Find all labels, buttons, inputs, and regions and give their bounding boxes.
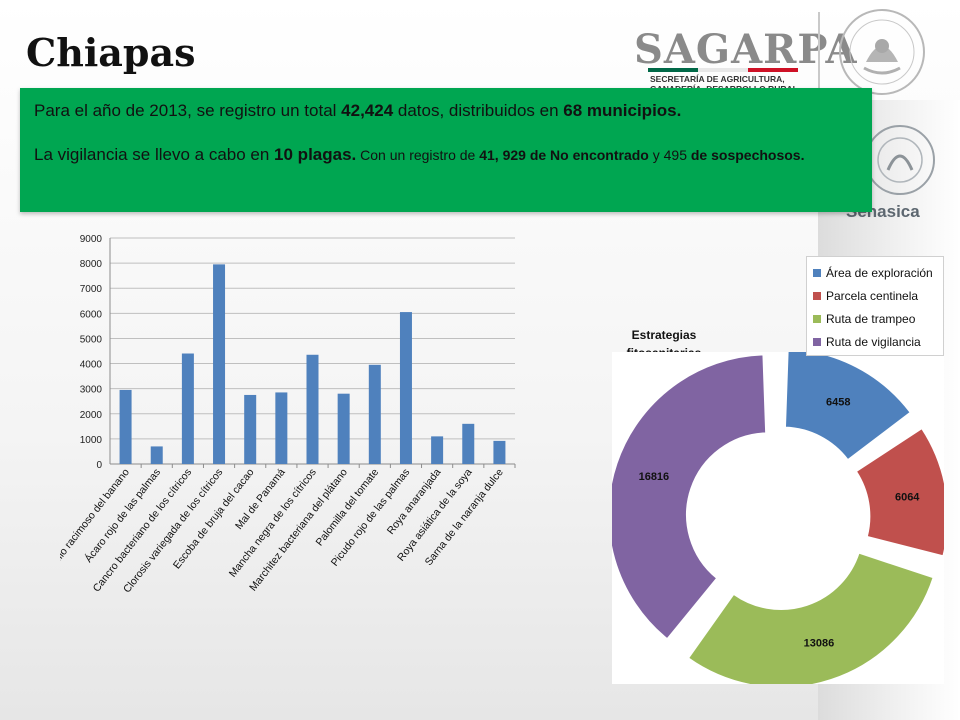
- sagarpa-logo-text: SAGARPA: [634, 26, 858, 73]
- senasica-emblem-icon: [865, 125, 935, 195]
- donut-legend: Área de exploración Parcela centinela Ru…: [806, 256, 944, 356]
- donut-value-label: 16816: [639, 471, 670, 483]
- logo-stripe: [648, 68, 798, 72]
- summary-box: Para el año de 2013, se registro un tota…: [20, 88, 872, 212]
- legend-swatch: [813, 291, 821, 300]
- bar-chart: 0 1000 2000 3000 4000 5000 6000 7000 8000 9000 Cog…: [39, 226, 530, 696]
- bar: [431, 436, 444, 464]
- bar: [150, 446, 163, 464]
- donut-value-label: 6064: [895, 491, 920, 503]
- bar: [399, 312, 412, 464]
- bar: [462, 423, 475, 464]
- y-tick-label: 6000: [80, 309, 103, 320]
- y-tick-label: 0: [96, 460, 102, 471]
- donut-value-label: 13086: [804, 637, 835, 649]
- y-tick-label: 9000: [80, 234, 103, 245]
- bar: [493, 440, 506, 464]
- donut-slice: [855, 428, 949, 557]
- legend-item: Ruta de trampeo: [813, 307, 937, 330]
- summary-line-1: Para el año de 2013, se registro un tota…: [34, 101, 682, 120]
- bar: [244, 394, 257, 464]
- bar: [181, 353, 194, 464]
- y-tick-label: 2000: [80, 410, 103, 421]
- y-tick-label: 7000: [80, 284, 103, 295]
- donut-chart-svg: 6458 6064 13086 16816: [608, 348, 949, 688]
- bar: [337, 393, 350, 464]
- donut-slice: [608, 354, 767, 640]
- donut-chart: 6458 6064 13086 16816: [608, 348, 949, 688]
- bar: [213, 264, 226, 464]
- sagarpa-logo: SAGARPA SECRETARÍA DE AGRICULTURA, GANAD…: [628, 18, 857, 98]
- legend-swatch: [813, 314, 821, 323]
- y-tick-label: 8000: [80, 259, 103, 270]
- logo-divider: [818, 12, 820, 102]
- bar-chart-svg: 0100020003000400050006000700080009000Cog…: [39, 234, 516, 595]
- legend-item: Área de exploración: [813, 261, 937, 284]
- y-tick-label: 3000: [80, 385, 103, 396]
- y-tick-label: 4000: [80, 360, 103, 371]
- donut-value-label: 6458: [826, 397, 850, 409]
- national-seal-icon: [839, 9, 925, 95]
- y-tick-label: 5000: [80, 334, 103, 345]
- summary-line-2: La vigilancia se llevo a cabo en 10 plag…: [34, 145, 805, 164]
- bar: [306, 354, 319, 464]
- legend-swatch: [813, 337, 821, 346]
- bar: [119, 389, 132, 464]
- legend-item: Parcela centinela: [813, 284, 937, 307]
- legend-item: Ruta de vigilancia: [813, 330, 937, 353]
- y-tick-label: 1000: [80, 435, 103, 446]
- slide-title: Chiapas: [26, 30, 196, 75]
- bar: [368, 364, 381, 464]
- legend-swatch: [813, 268, 821, 277]
- bar: [275, 392, 288, 464]
- donut-slice: [687, 552, 934, 688]
